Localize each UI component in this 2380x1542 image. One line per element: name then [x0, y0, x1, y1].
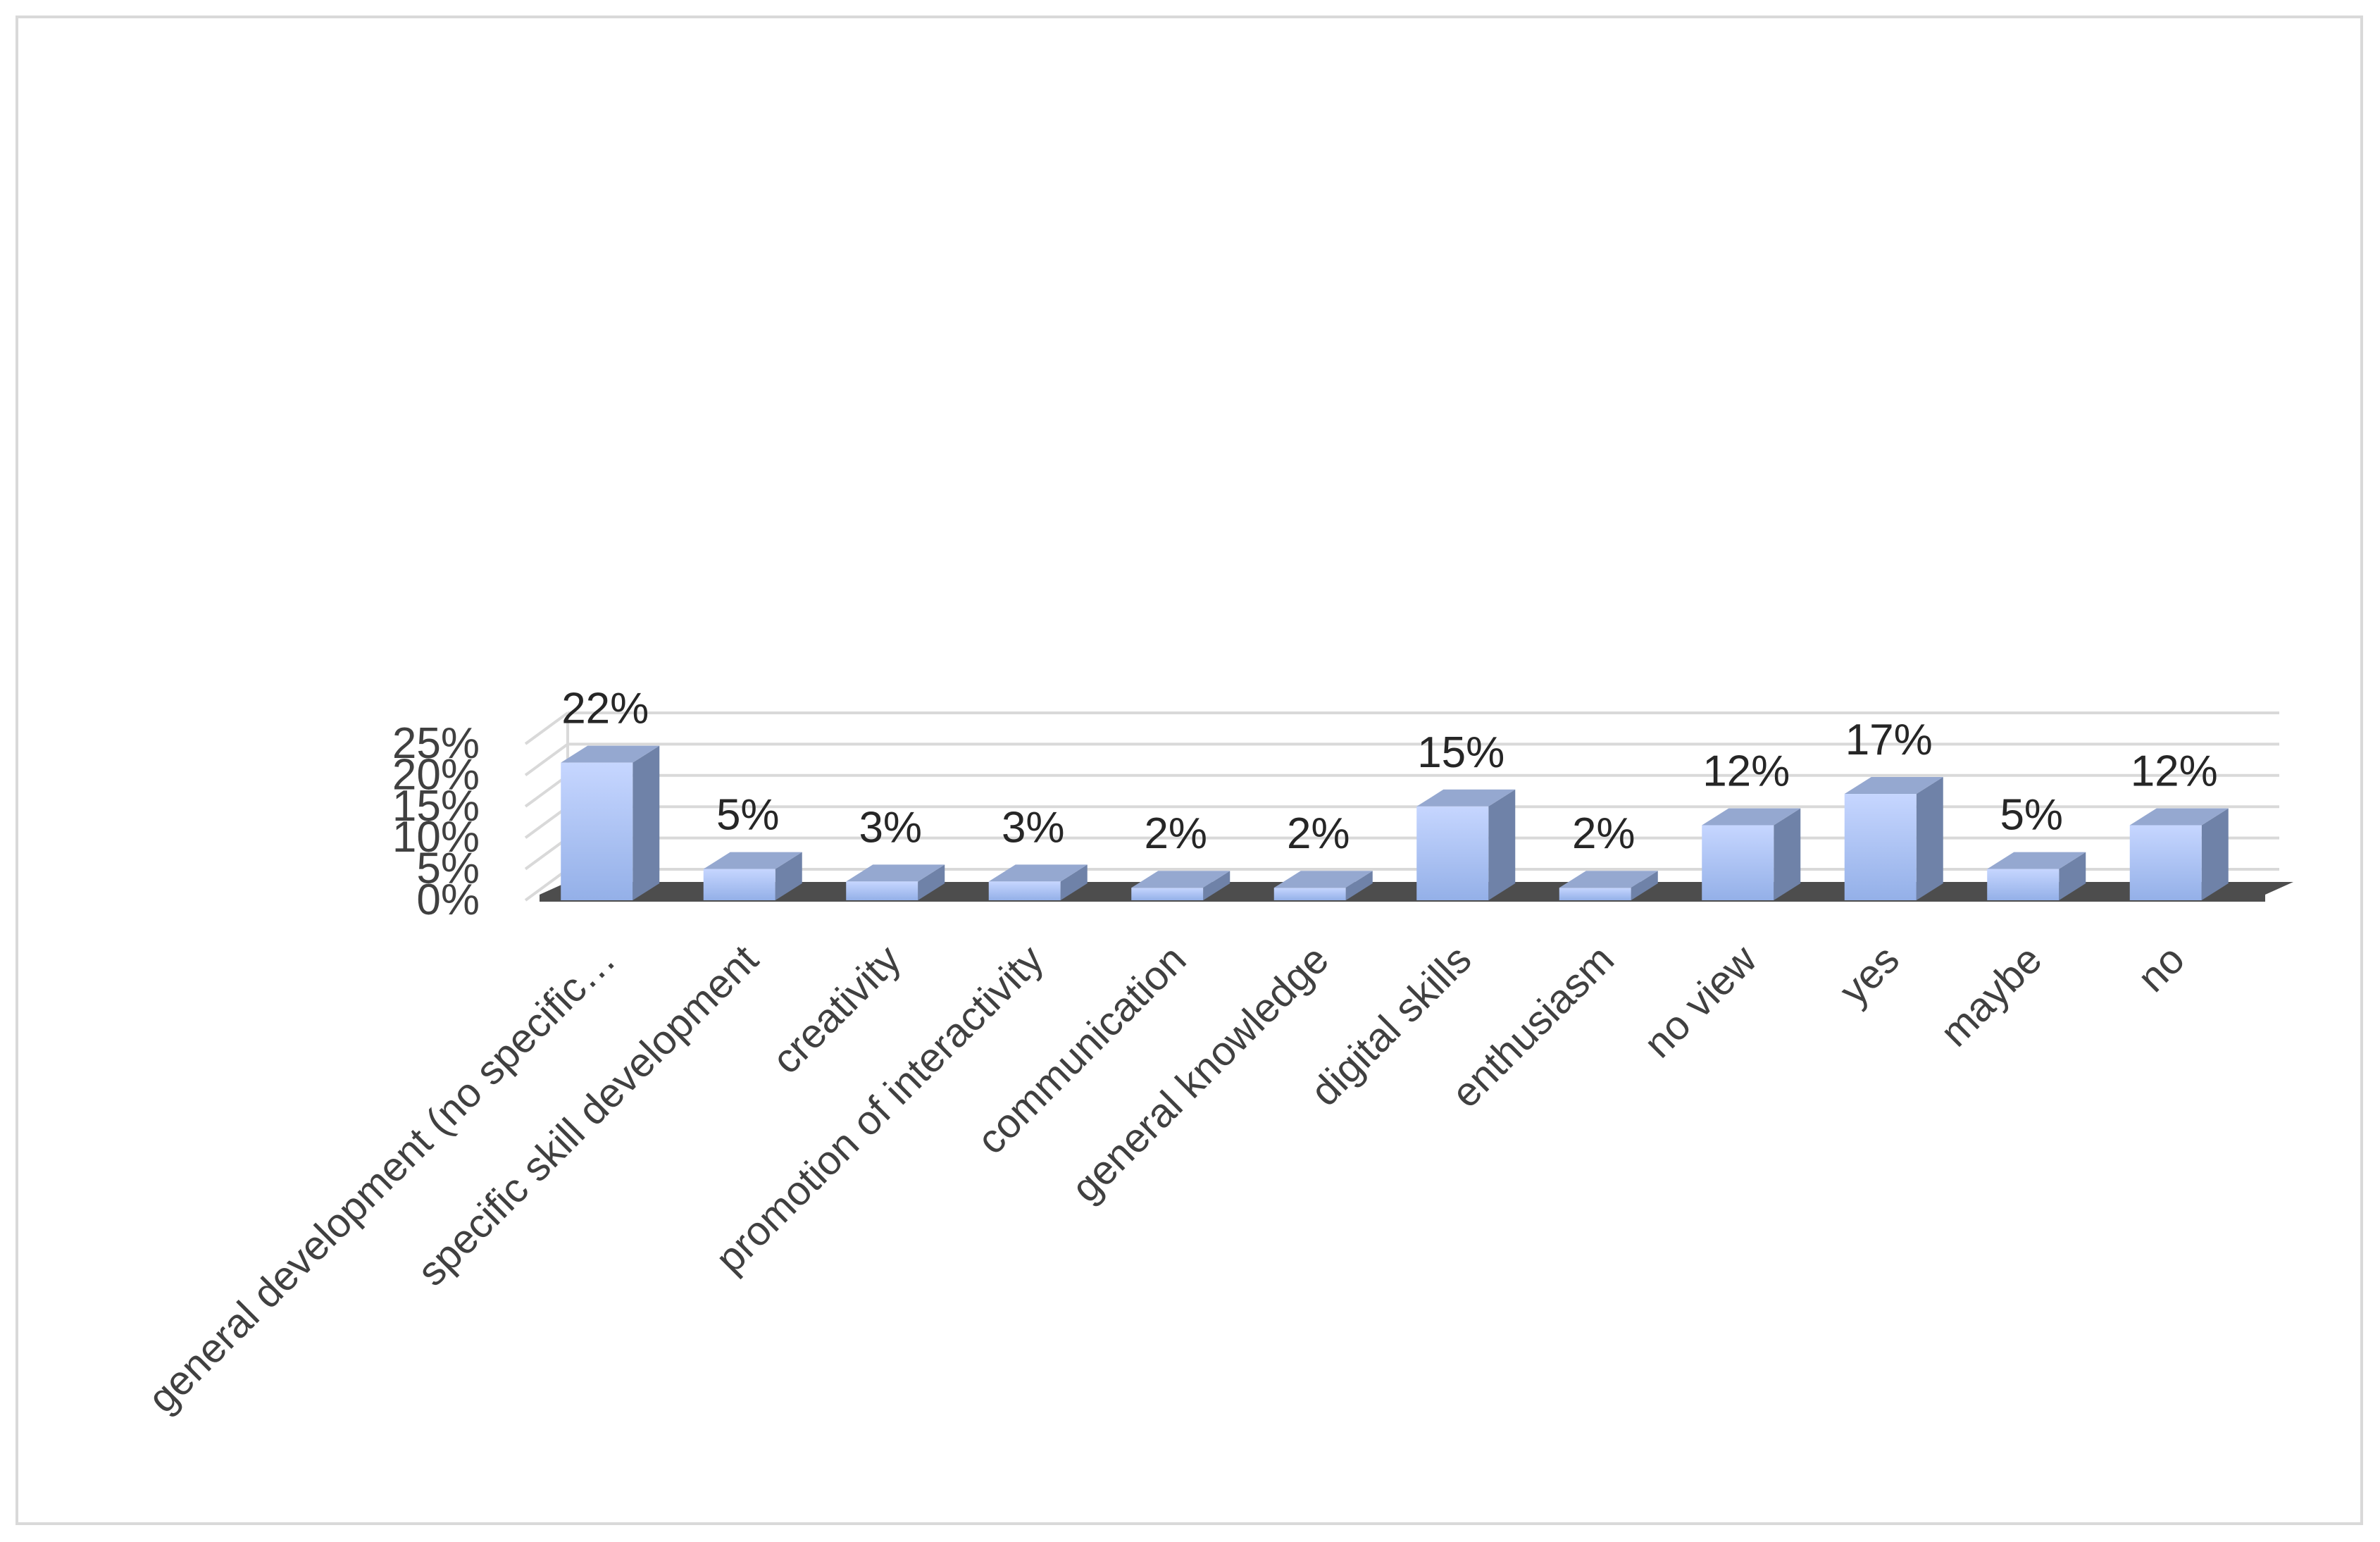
y-tick-label: 15%	[392, 782, 480, 831]
bar	[846, 864, 945, 900]
bar-top	[1844, 777, 1943, 795]
bar-front	[988, 881, 1061, 900]
bar-front	[1702, 825, 1774, 900]
data-label: 17%	[1845, 716, 1933, 764]
gridline-side	[524, 742, 569, 777]
x-tick-label: yes	[1831, 936, 1908, 1014]
bar	[561, 745, 660, 900]
bar-side	[2201, 808, 2229, 900]
data-label: 22%	[561, 685, 649, 733]
bar-front	[1987, 869, 2060, 900]
x-tick-label: creativity	[764, 936, 910, 1083]
bar-front	[703, 869, 775, 900]
bars	[561, 745, 2229, 900]
y-axis: 0%5%10%15%20%25%	[392, 719, 480, 924]
x-tick-label: no view	[1635, 935, 1766, 1067]
bar-top	[1131, 871, 1231, 888]
bar-side	[2059, 852, 2086, 900]
bar-side	[1774, 808, 1801, 900]
bar-front	[1131, 888, 1204, 900]
bar-top	[1987, 852, 2086, 869]
bar-front	[2129, 825, 2202, 900]
data-label: 15%	[1417, 728, 1504, 777]
bar-top	[1273, 871, 1373, 888]
bar-side	[1631, 871, 1658, 900]
y-tick-label: 0%	[416, 876, 480, 924]
bar-chart: 0%5%10%15%20%25% 22%5% 3% 3% 2% 2%15%2%12%17…	[139, 685, 2293, 1422]
bar	[1702, 808, 1801, 900]
bar-front	[1416, 806, 1489, 900]
bar-side	[918, 864, 945, 900]
data-label: 5%	[716, 791, 780, 840]
x-tick-label: general knowledge	[1063, 936, 1338, 1211]
y-tick-label: 20%	[392, 750, 480, 799]
bar-top	[988, 864, 1088, 882]
bar-side	[1060, 864, 1088, 900]
y-tick-label: 10%	[392, 813, 480, 862]
bar-top	[561, 745, 660, 763]
bar-top	[1702, 808, 1801, 826]
bar	[988, 864, 1088, 900]
bar	[1273, 871, 1373, 900]
gridline-side	[524, 805, 569, 839]
y-tick-label: 5%	[416, 845, 480, 893]
bar-side	[1488, 789, 1516, 900]
bar-top	[703, 852, 802, 869]
data-label: 3%	[859, 803, 922, 852]
bar	[1131, 871, 1231, 900]
bar-side	[775, 852, 802, 900]
chart-frame: 0% 5% 10% 15% 20% 25% 22% 5% 3% 3% 2% 2% 15% 2% 12% 17…	[15, 15, 2363, 1525]
bar-side	[1916, 777, 1943, 900]
bar-front	[846, 881, 918, 900]
bar-side	[633, 745, 660, 900]
bar-front	[1559, 888, 1631, 900]
bar	[1844, 777, 1943, 900]
data-label: 5%	[2000, 791, 2063, 840]
bar	[2129, 808, 2229, 900]
data-label: 2%	[1144, 809, 1207, 858]
data-label: 12%	[2131, 747, 2218, 795]
data-labels: 22% 5% 3% 3% 2% 2% 15% 2% 12% 17% 5% 12%	[561, 685, 2218, 859]
bar-front	[1844, 794, 1917, 900]
bar-front	[1273, 888, 1346, 900]
x-tick-label: maybe	[1931, 936, 2050, 1055]
bar-side	[1203, 871, 1231, 900]
x-tick-label: no	[2129, 936, 2193, 1001]
bar-top	[1416, 789, 1516, 807]
x-axis-labels: general development (no specific…specifi…	[139, 935, 2193, 1422]
data-label: 2%	[1572, 809, 1636, 858]
gridline-side	[524, 711, 569, 745]
bar-front	[561, 762, 633, 900]
bar	[1416, 789, 1516, 900]
gridline-side	[524, 868, 569, 902]
y-tick-label: 25%	[392, 719, 480, 768]
bar	[1559, 871, 1658, 900]
gridline-side	[524, 774, 569, 808]
bar-top	[1559, 871, 1658, 888]
data-label: 3%	[1002, 803, 1065, 852]
bar-top	[846, 864, 945, 882]
bar-side	[1345, 871, 1373, 900]
bar	[1987, 852, 2086, 900]
gridline-side	[524, 836, 569, 871]
bar-top	[2129, 808, 2229, 826]
data-label: 12%	[1702, 747, 1790, 795]
data-label: 2%	[1287, 809, 1350, 858]
bar	[703, 852, 802, 900]
